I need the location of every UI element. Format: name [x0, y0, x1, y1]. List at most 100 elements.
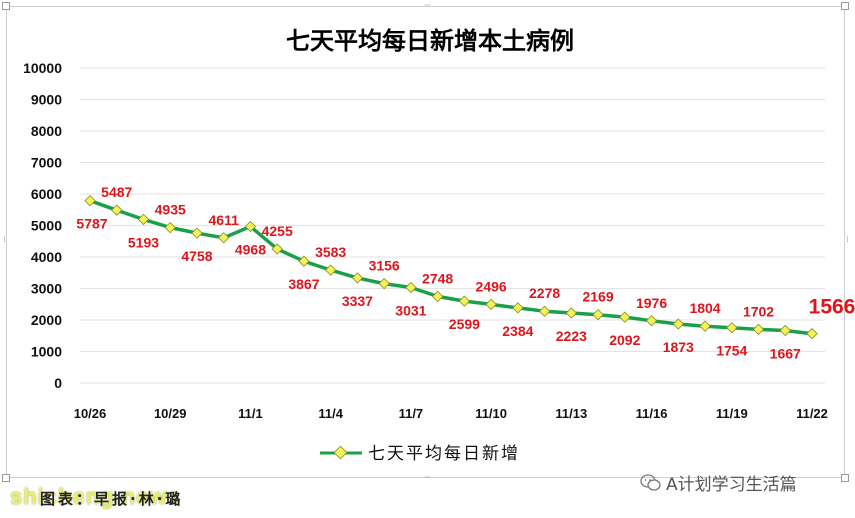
data-label: 2223 [556, 328, 587, 344]
data-point [378, 277, 390, 290]
data-point [779, 324, 791, 337]
resize-handle-left[interactable]: ⁞ [3, 235, 6, 244]
account-watermark: A计划学习生活篇 [640, 470, 797, 495]
data-label: 2278 [529, 285, 560, 301]
data-label: 2599 [449, 316, 480, 332]
data-label: 1702 [743, 303, 774, 319]
x-tick-label: 11/19 [716, 406, 748, 421]
resize-corner-top-left[interactable] [2, 2, 10, 10]
chart-frame [6, 6, 845, 478]
data-labels: 5787 5487 5193 4935 4758 4611 4968 4255 3867 3583… [76, 184, 855, 361]
data-point [592, 309, 604, 321]
data-point [645, 315, 658, 327]
data-point [565, 307, 577, 319]
y-tick-label: 0 [54, 375, 62, 391]
legend: 七天平均每日新增 [320, 444, 520, 464]
data-point [298, 255, 310, 267]
data-point [538, 305, 551, 317]
chart-title: 七天平均每日新增本土病例 [286, 27, 574, 55]
site-watermark: shicheng.news [10, 484, 181, 509]
data-point [431, 290, 444, 303]
resize-handle-top[interactable]: ···· [423, 1, 431, 10]
series-line [89, 199, 813, 336]
x-tick-label: 11/13 [555, 406, 587, 421]
data-label: 3337 [342, 293, 373, 309]
data-label: 2748 [422, 270, 453, 286]
data-label: 1754 [716, 343, 747, 359]
data-point [244, 220, 257, 233]
y-tick-label: 6000 [31, 186, 62, 202]
legend-label: 七天平均每日新增 [368, 444, 520, 464]
y-tick-label: 5000 [31, 218, 62, 234]
x-tick-label: 10/26 [74, 406, 107, 421]
x-axis: 10/26 10/29 11/1 11/4 11/7 11/10 11/13 11/16 11/… [74, 406, 828, 421]
gridlines [80, 67, 825, 384]
data-label: 1566 [809, 296, 855, 319]
y-tick-label: 7000 [31, 155, 62, 171]
data-point [752, 323, 765, 336]
x-tick-label: 11/10 [475, 406, 507, 421]
x-tick-label: 10/29 [154, 406, 187, 421]
y-tick-label: 3000 [31, 281, 62, 297]
y-axis: 0 1000 2000 3000 4000 5000 6000 7000 8000 9000 100… [23, 60, 62, 391]
data-point [672, 318, 684, 330]
x-tick-label: 11/22 [796, 406, 828, 421]
resize-corner-bottom-right[interactable] [841, 474, 849, 482]
data-label: 2496 [476, 278, 507, 294]
x-tick-label: 11/16 [636, 406, 668, 421]
y-tick-label: 1000 [31, 344, 62, 360]
data-label: 2384 [502, 323, 533, 339]
wechat-icon [640, 473, 661, 491]
data-label: 5787 [76, 216, 107, 232]
data-label: 3031 [395, 303, 426, 319]
data-label: 2169 [582, 289, 613, 305]
data-label: 5487 [101, 184, 132, 200]
y-tick-label: 9000 [31, 92, 62, 108]
resize-handle-bottom[interactable]: ···· [423, 473, 431, 482]
data-point [699, 320, 711, 332]
data-label: 1873 [663, 339, 694, 355]
y-tick-label: 10000 [23, 60, 62, 76]
data-label: 2092 [609, 332, 640, 348]
x-tick-label: 11/4 [318, 406, 343, 421]
y-tick-label: 4000 [31, 249, 62, 265]
x-tick-label: 11/7 [399, 406, 424, 421]
data-point [164, 221, 176, 234]
x-tick-label: 11/1 [238, 406, 263, 421]
data-point [405, 281, 417, 294]
series-layer [84, 195, 818, 340]
data-point [271, 243, 283, 255]
data-point [726, 322, 738, 334]
data-label: 4255 [262, 223, 293, 239]
data-point [512, 302, 524, 314]
data-label: 1667 [770, 345, 801, 361]
data-label: 1976 [636, 295, 667, 311]
data-point [137, 213, 150, 226]
data-point [191, 227, 203, 239]
data-label: 3583 [315, 244, 346, 260]
data-point [218, 232, 230, 244]
legend-marker [333, 445, 348, 460]
data-point [111, 204, 123, 216]
y-tick-label: 2000 [31, 312, 62, 328]
data-point [351, 272, 364, 284]
data-point [619, 311, 631, 323]
data-label: 4758 [181, 248, 212, 264]
data-label: 5193 [128, 234, 159, 250]
data-point [485, 298, 497, 311]
data-label: 3867 [288, 276, 319, 292]
resize-handle-right[interactable]: ⁞ [846, 235, 849, 244]
data-label: 4611 [209, 212, 240, 228]
data-label: 4968 [235, 242, 266, 258]
resize-corner-bottom-left[interactable] [2, 474, 10, 482]
data-point [806, 328, 818, 340]
y-tick-label: 8000 [31, 123, 62, 139]
data-label: 1804 [689, 300, 720, 316]
data-point [84, 195, 96, 207]
data-point [325, 264, 337, 276]
resize-corner-top-right[interactable] [841, 2, 849, 10]
source-caption: 图表：早报·林·璐 [40, 490, 184, 508]
data-label: 4935 [155, 202, 186, 218]
data-point [458, 295, 471, 307]
